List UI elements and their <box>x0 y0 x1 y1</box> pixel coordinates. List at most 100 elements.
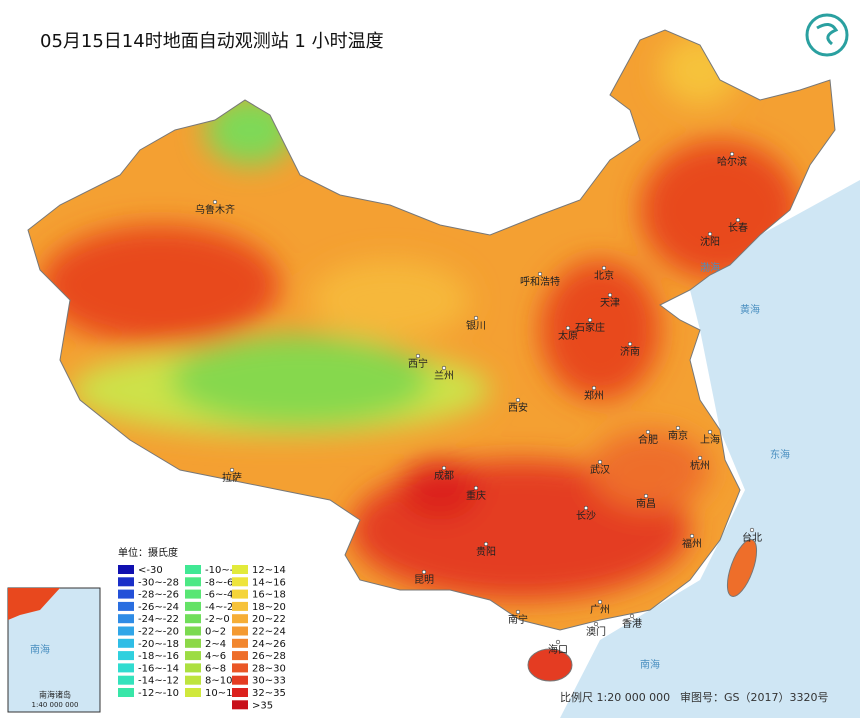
logo <box>805 13 849 57</box>
city-label: 杭州 <box>690 459 710 472</box>
legend-swatch <box>232 577 248 587</box>
city-label: 沈阳 <box>700 235 720 248</box>
legend-swatch <box>185 565 201 574</box>
legend-swatch <box>118 688 134 697</box>
legend-swatch <box>118 601 134 611</box>
legend-label: 30~33 <box>252 676 286 687</box>
city-label: 南京 <box>668 429 688 442</box>
legend-label: -16~-14 <box>138 663 179 674</box>
city-dot <box>627 341 633 347</box>
legend-swatch <box>118 565 134 574</box>
inset-scale: 1:40 000 000 <box>32 701 79 709</box>
city-dot <box>212 199 218 205</box>
legend-label: -26~-24 <box>138 602 179 613</box>
city-label: 郑州 <box>584 389 604 402</box>
sea-label: 东海 <box>770 448 790 461</box>
city-label: 兰州 <box>434 369 454 382</box>
city-dot <box>597 459 603 465</box>
city-label: 合肥 <box>638 433 658 446</box>
city-label: 重庆 <box>466 489 486 502</box>
inset-label: 南海诸岛 <box>39 690 71 700</box>
legend-label: 28~30 <box>252 663 286 674</box>
city-label: 福州 <box>682 537 702 550</box>
city-label: 台北 <box>742 531 762 544</box>
legend-swatch <box>118 626 134 636</box>
legend-swatch <box>232 663 248 673</box>
legend: <-30-30~-28-28~-26-26~-24-24~-22-22~-20-… <box>118 565 286 711</box>
city-dot <box>645 429 651 435</box>
legend-swatch <box>232 675 248 685</box>
city-label: 太原 <box>558 329 578 342</box>
legend-swatch <box>185 638 201 648</box>
legend-swatch <box>185 614 201 624</box>
sea-label: 南海 <box>640 658 660 671</box>
legend-label: 10~12 <box>205 688 239 699</box>
legend-label: -4~-2 <box>205 602 233 613</box>
city-dot <box>601 265 607 271</box>
legend-swatch <box>118 638 134 648</box>
legend-label: 16~18 <box>252 590 286 601</box>
legend-swatch <box>185 577 201 587</box>
legend-swatch <box>185 688 201 697</box>
legend-swatch <box>185 601 201 611</box>
legend-swatch <box>232 651 248 661</box>
city-dot <box>441 465 447 471</box>
city-dot <box>565 325 571 331</box>
city-dot <box>441 365 447 371</box>
legend-label: -10~-8 <box>205 565 240 576</box>
city-dot <box>643 493 649 499</box>
city-label: 香港 <box>622 618 642 630</box>
city-dot <box>707 231 713 237</box>
legend-label: >35 <box>252 700 273 711</box>
legend-label: 32~35 <box>252 688 286 699</box>
city-dot <box>597 599 603 605</box>
city-dot <box>707 429 713 435</box>
legend-swatch <box>185 663 201 673</box>
inset: 南海 南海诸岛 1:40 000 000 <box>7 587 101 713</box>
city-label: 上海 <box>700 433 720 446</box>
city-label: 石家庄 <box>575 321 605 334</box>
legend-swatch <box>232 565 248 574</box>
legend-label: -18~-16 <box>138 651 179 662</box>
legend-swatch <box>232 700 248 710</box>
scale: 比例尺 1:20 000 000 <box>560 690 670 704</box>
city-dot <box>421 569 427 575</box>
legend-swatch <box>232 614 248 624</box>
city-dot <box>515 397 521 403</box>
legend-swatch <box>232 638 248 648</box>
city-dot <box>583 505 589 511</box>
city-dot <box>229 467 235 473</box>
city-label: 武汉 <box>590 463 610 476</box>
city-dot <box>593 621 599 627</box>
city-label: 广州 <box>590 604 610 616</box>
city-dot <box>473 485 479 491</box>
legend-label: 14~16 <box>252 577 286 588</box>
city-label: 天津 <box>600 297 620 309</box>
city-label: 哈尔滨 <box>717 155 747 168</box>
city-label: 乌鲁木齐 <box>195 203 235 216</box>
sea-label: 南海 <box>30 643 50 656</box>
city-dot <box>483 541 489 547</box>
legend-swatch <box>185 651 201 661</box>
city-label: 长春 <box>728 222 748 234</box>
legend-label: 26~28 <box>252 651 286 662</box>
legend-swatch <box>185 589 201 599</box>
city-dot <box>675 425 681 431</box>
legend-label: <-30 <box>138 565 163 576</box>
legend-label: -28~-26 <box>138 590 179 601</box>
city-label: 西安 <box>508 401 528 414</box>
legend-label: 8~10 <box>205 676 232 687</box>
legend-swatch <box>118 589 134 599</box>
legend-label: 0~2 <box>205 627 226 638</box>
sea-area <box>560 180 860 718</box>
legend-swatch <box>232 589 248 599</box>
legend-unit: 单位：摄氏度 <box>118 546 178 559</box>
city-dot <box>473 315 479 321</box>
city-label: 成都 <box>434 470 454 482</box>
hainan <box>527 648 573 682</box>
legend-label: 4~6 <box>205 651 226 662</box>
legend-label: -22~-20 <box>138 627 179 638</box>
legend-label: 20~22 <box>252 614 286 625</box>
legend-swatch <box>118 614 134 624</box>
